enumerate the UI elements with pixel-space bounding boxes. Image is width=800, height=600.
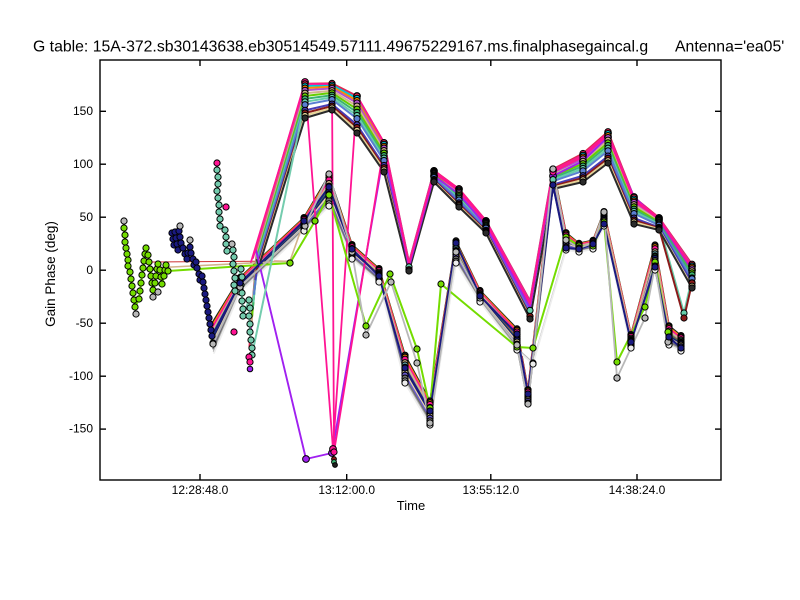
svg-text:13:12:00.0: 13:12:00.0 bbox=[318, 483, 375, 497]
svg-text:-100: -100 bbox=[69, 369, 93, 383]
svg-text:13:55:12.0: 13:55:12.0 bbox=[462, 483, 519, 497]
svg-text:14:38:24.0: 14:38:24.0 bbox=[609, 483, 666, 497]
svg-text:Gain Phase (deg): Gain Phase (deg) bbox=[43, 221, 58, 327]
svg-text:12:28:48.0: 12:28:48.0 bbox=[172, 483, 229, 497]
svg-text:100: 100 bbox=[73, 157, 93, 171]
svg-text:-150: -150 bbox=[69, 422, 93, 436]
svg-text:-50: -50 bbox=[76, 316, 94, 330]
svg-text:50: 50 bbox=[80, 210, 94, 224]
svg-text:150: 150 bbox=[73, 104, 93, 118]
svg-text:0: 0 bbox=[86, 263, 93, 277]
svg-text:Antenna='ea05': Antenna='ea05' bbox=[675, 39, 784, 56]
svg-text:Time: Time bbox=[397, 498, 425, 513]
svg-text:G table: 15A-372.sb30143638.eb: G table: 15A-372.sb30143638.eb30514549.5… bbox=[33, 39, 648, 56]
